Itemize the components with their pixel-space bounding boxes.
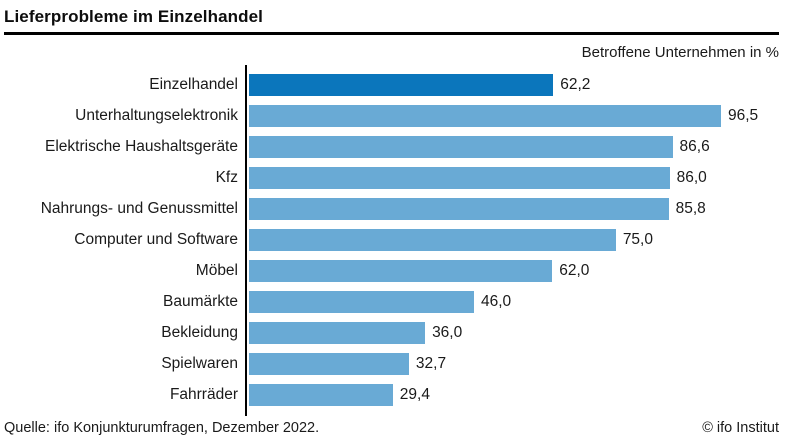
chart-row: Kfz 86,0 [0, 162, 787, 193]
bar-area: 46,0 [247, 286, 787, 317]
axis-unit-label: Betroffene Unternehmen in % [581, 44, 779, 61]
chart-row: Möbel 62,0 [0, 255, 787, 286]
source-note: Quelle: ifo Konjunkturumfragen, Dezember… [4, 420, 320, 436]
bar [249, 259, 553, 282]
chart-row: Unterhaltungselektronik 96,5 [0, 100, 787, 131]
value-label: 62,0 [559, 261, 590, 279]
value-label: 86,6 [679, 137, 710, 155]
category-label: Bekleidung [161, 323, 238, 341]
bar [249, 135, 673, 158]
chart-row: Nahrungs- und Genussmittel 85,8 [0, 193, 787, 224]
bar-area: 62,2 [247, 69, 787, 100]
bar-chart: Einzelhandel 62,2 Unterhaltungselektroni… [0, 65, 787, 416]
category-label: Nahrungs- und Genussmittel [40, 199, 238, 217]
footer: Quelle: ifo Konjunkturumfragen, Dezember… [0, 420, 787, 436]
page-title: Lieferprobleme im Einzelhandel [4, 7, 264, 26]
bar-area: 86,0 [247, 162, 787, 193]
bar [249, 352, 409, 375]
category-label: Unterhaltungselektronik [75, 106, 238, 124]
category-label: Möbel [195, 261, 238, 279]
bar-area: 86,6 [247, 131, 787, 162]
bar-area: 36,0 [247, 317, 787, 348]
chart-row: Bekleidung 36,0 [0, 317, 787, 348]
copyright-note: © ifo Institut [702, 420, 779, 436]
category-label: Einzelhandel [149, 75, 238, 93]
value-label: 86,0 [676, 168, 707, 186]
bar [249, 104, 721, 127]
chart-row: Baumärkte 46,0 [0, 286, 787, 317]
bar [249, 290, 474, 313]
bar [249, 73, 554, 96]
y-axis-line [245, 65, 247, 416]
bar [249, 197, 669, 220]
header: Lieferprobleme im Einzelhandel [0, 0, 787, 35]
category-label: Baumärkte [163, 292, 238, 310]
chart-row: Fahrräder 29,4 [0, 379, 787, 410]
value-label: 62,2 [560, 75, 591, 93]
chart-row: Elektrische Haushaltsgeräte 86,6 [0, 131, 787, 162]
chart-row: Spielwaren 32,7 [0, 348, 787, 379]
category-label: Elektrische Haushaltsgeräte [45, 137, 238, 155]
bar-area: 62,0 [247, 255, 787, 286]
value-label: 75,0 [622, 230, 653, 248]
value-label: 46,0 [480, 292, 512, 310]
value-label: 36,0 [432, 323, 463, 341]
category-label: Computer und Software [74, 230, 238, 248]
value-label: 29,4 [399, 385, 430, 403]
chart-row: Einzelhandel 62,2 [0, 69, 787, 100]
category-label: Fahrräder [169, 385, 238, 403]
bar-area: 96,5 [247, 100, 787, 131]
bar [249, 166, 670, 189]
bar [249, 321, 426, 344]
bar-area: 32,7 [247, 348, 787, 379]
bar [249, 228, 616, 251]
title-rule [4, 32, 779, 35]
value-label: 32,7 [415, 354, 447, 372]
bar-area: 29,4 [247, 379, 787, 410]
bar-area: 85,8 [247, 193, 787, 224]
bar-area: 75,0 [247, 224, 787, 255]
chart-row: Computer und Software 75,0 [0, 224, 787, 255]
value-label: 85,8 [675, 199, 706, 217]
category-label: Spielwaren [161, 354, 238, 372]
value-label: 96,5 [727, 106, 759, 124]
category-label: Kfz [215, 168, 238, 186]
bar [249, 383, 393, 406]
chart-rows: Einzelhandel 62,2 Unterhaltungselektroni… [0, 69, 787, 410]
